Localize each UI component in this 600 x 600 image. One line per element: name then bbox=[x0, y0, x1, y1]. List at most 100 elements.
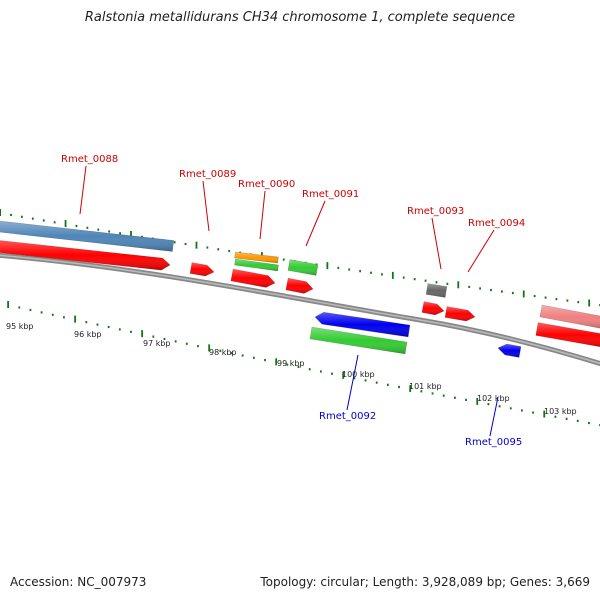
minor-tick bbox=[359, 270, 361, 273]
accession-label: Accession: NC_007973 bbox=[10, 575, 147, 589]
minor-tick bbox=[63, 316, 65, 319]
gene-bar-green-shade bbox=[288, 259, 318, 276]
scale-label: 95 kbp bbox=[6, 322, 34, 331]
minor-tick bbox=[386, 383, 389, 386]
minor-tick bbox=[446, 282, 449, 285]
minor-tick bbox=[487, 403, 490, 406]
feature-track bbox=[0, 220, 600, 358]
gene-arrow-red-shade bbox=[190, 262, 214, 277]
major-tick bbox=[275, 358, 278, 366]
minor-tick bbox=[364, 379, 367, 382]
minor-tick bbox=[566, 299, 569, 302]
minor-tick bbox=[424, 279, 427, 282]
gene-label-rmet-0093[interactable]: Rmet_0093 bbox=[407, 206, 464, 217]
scale-label: 97 kbp bbox=[143, 339, 171, 348]
minor-tick bbox=[533, 294, 536, 298]
minor-tick bbox=[282, 258, 285, 261]
minor-tick bbox=[53, 221, 56, 224]
major-tick bbox=[208, 344, 211, 352]
minor-tick bbox=[286, 363, 289, 366]
gene-arrow-red-shade bbox=[230, 269, 275, 288]
minor-tick bbox=[468, 285, 471, 289]
minor-tick bbox=[555, 297, 558, 301]
minor-tick bbox=[152, 335, 155, 338]
minor-tick bbox=[431, 392, 434, 395]
minor-tick bbox=[479, 287, 481, 290]
scale-label: 100 kbp bbox=[342, 370, 375, 379]
major-tick bbox=[195, 241, 198, 249]
minor-tick bbox=[107, 325, 110, 329]
scale-label: 103 kbp bbox=[544, 407, 577, 416]
major-tick bbox=[588, 299, 591, 307]
minor-tick bbox=[509, 407, 512, 410]
major-tick bbox=[7, 301, 9, 308]
minor-tick bbox=[228, 249, 231, 253]
gene-label-rmet-0092[interactable]: Rmet_0092 bbox=[319, 411, 376, 422]
label-leader-line bbox=[431, 217, 442, 270]
gene-label-rmet-0095[interactable]: Rmet_0095 bbox=[465, 437, 522, 448]
gene-label-rmet-0094[interactable]: Rmet_0094 bbox=[468, 218, 525, 229]
gene-arrow-blue-shade bbox=[498, 344, 521, 358]
minor-tick bbox=[75, 224, 78, 228]
gene-arrow-red-shade bbox=[421, 301, 444, 315]
tick-track-inner bbox=[7, 301, 600, 427]
major-tick bbox=[141, 330, 144, 338]
scale-label: 96 kbp bbox=[74, 330, 102, 339]
minor-tick bbox=[532, 411, 534, 414]
label-leader-line bbox=[489, 396, 499, 437]
minor-tick bbox=[163, 337, 166, 341]
minor-tick bbox=[184, 242, 187, 246]
minor-tick bbox=[498, 405, 501, 408]
label-leader-line bbox=[259, 190, 266, 240]
label-leader-line bbox=[346, 354, 359, 411]
gene-label-rmet-0090[interactable]: Rmet_0090 bbox=[238, 179, 295, 190]
label-leader-line bbox=[467, 229, 495, 273]
minor-tick bbox=[521, 409, 523, 412]
minor-tick bbox=[217, 248, 220, 251]
scale-label: 101 kbp bbox=[409, 382, 442, 391]
minor-tick bbox=[420, 390, 423, 393]
minor-tick bbox=[435, 281, 438, 284]
backbone-inner bbox=[0, 254, 600, 365]
gene-bar-orange-shade bbox=[234, 252, 279, 263]
minor-tick bbox=[565, 417, 568, 420]
gene-label-rmet-0088[interactable]: Rmet_0088 bbox=[61, 154, 118, 165]
minor-tick bbox=[577, 300, 580, 304]
minor-tick bbox=[375, 381, 378, 384]
major-tick bbox=[409, 385, 412, 393]
sequence-summary: Topology: circular; Length: 3,928,089 bp… bbox=[260, 575, 590, 589]
gene-bar-gray-shade bbox=[426, 283, 447, 298]
minor-tick bbox=[308, 368, 311, 371]
major-tick bbox=[64, 220, 67, 228]
minor-tick bbox=[21, 215, 23, 218]
minor-tick bbox=[381, 273, 383, 276]
gene-label-rmet-0089[interactable]: Rmet_0089 bbox=[179, 169, 236, 180]
page-title: Ralstonia metallidurans CH34 chromosome … bbox=[84, 10, 516, 25]
minor-tick bbox=[501, 290, 503, 293]
gene-arrow-red-shade bbox=[285, 278, 313, 294]
minor-tick bbox=[230, 352, 233, 355]
minor-tick bbox=[119, 232, 121, 235]
minor-tick bbox=[264, 359, 266, 362]
minor-tick bbox=[141, 235, 143, 238]
minor-tick bbox=[51, 313, 54, 316]
gene-label-rmet-0091[interactable]: Rmet_0091 bbox=[302, 189, 359, 200]
major-tick bbox=[543, 410, 546, 418]
minor-tick bbox=[252, 356, 255, 359]
minor-tick bbox=[442, 394, 445, 397]
minor-tick bbox=[453, 396, 456, 399]
minor-tick bbox=[402, 276, 405, 279]
minor-tick bbox=[319, 370, 322, 373]
major-tick bbox=[476, 397, 479, 405]
major-tick bbox=[522, 290, 525, 298]
gene-bar-steelblue-shade bbox=[0, 221, 174, 252]
scale-label: 102 kbp bbox=[477, 394, 510, 403]
major-tick bbox=[457, 281, 460, 289]
minor-tick bbox=[353, 377, 356, 380]
major-tick bbox=[74, 315, 77, 323]
gene-bar-green-shade bbox=[234, 259, 279, 271]
gene-arrow-red-shade bbox=[535, 322, 600, 347]
minor-tick bbox=[29, 308, 32, 312]
minor-tick bbox=[511, 291, 514, 295]
